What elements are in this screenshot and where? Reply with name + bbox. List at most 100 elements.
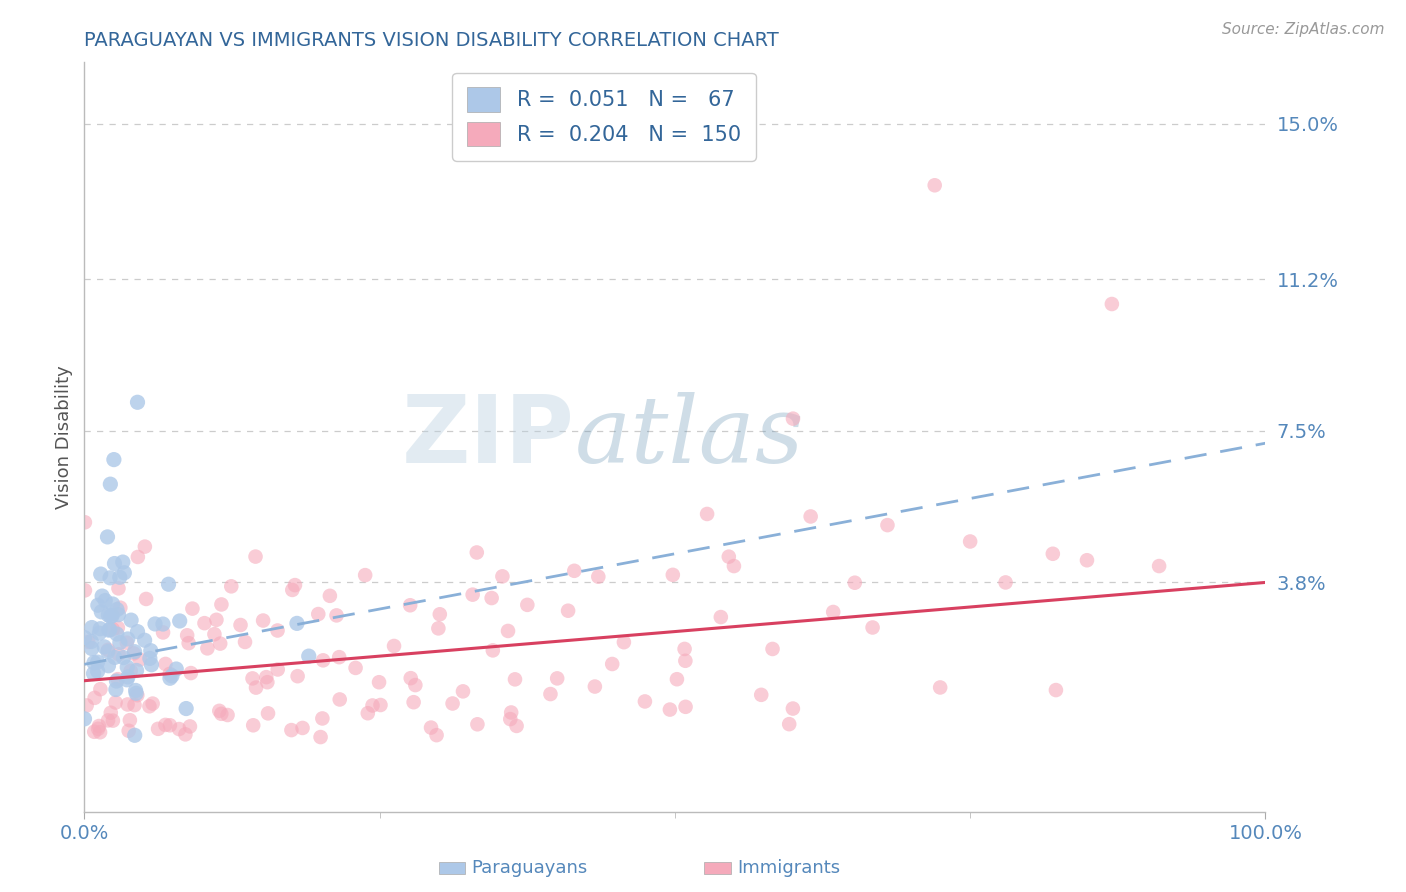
- Point: [111, 555, 134, 569]
- Point: [723, 559, 745, 574]
- Point: [103, 557, 125, 571]
- Point: [309, 730, 332, 744]
- Point: [174, 727, 197, 741]
- Point: [501, 706, 523, 720]
- Point: [98, 477, 121, 491]
- Point: [427, 621, 450, 635]
- Point: [505, 719, 527, 733]
- Point: [1045, 683, 1067, 698]
- Point: [97, 623, 120, 637]
- Point: [155, 718, 177, 732]
- Point: [83, 690, 105, 705]
- Point: [80, 641, 103, 656]
- Point: [107, 672, 129, 686]
- Point: [994, 575, 1017, 590]
- Point: [1042, 547, 1064, 561]
- Point: [134, 633, 156, 648]
- Point: [115, 636, 138, 650]
- Point: [104, 696, 127, 710]
- Point: [118, 723, 141, 738]
- Point: [467, 717, 489, 731]
- Point: [76, 698, 98, 713]
- Point: [97, 658, 120, 673]
- Point: [87, 719, 110, 733]
- Point: [89, 626, 111, 640]
- Point: [429, 607, 451, 622]
- Point: [924, 178, 946, 193]
- Point: [159, 671, 181, 685]
- Point: [823, 605, 845, 619]
- Point: [159, 667, 181, 681]
- Point: [1101, 297, 1123, 311]
- Point: [782, 701, 804, 715]
- Point: [876, 518, 898, 533]
- Point: [197, 641, 219, 656]
- Point: [357, 706, 380, 721]
- Point: [588, 570, 610, 584]
- Point: [117, 698, 139, 712]
- Point: [180, 666, 202, 681]
- Point: [127, 395, 149, 409]
- Point: [105, 673, 128, 688]
- Point: [117, 632, 139, 646]
- Point: [491, 569, 513, 583]
- Point: [382, 639, 405, 653]
- Point: [160, 669, 183, 683]
- Point: [562, 564, 585, 578]
- Point: [361, 698, 384, 713]
- Point: [503, 673, 526, 687]
- Point: [696, 507, 718, 521]
- Point: [108, 635, 131, 649]
- Point: [209, 706, 232, 721]
- Point: [101, 714, 124, 728]
- Point: [73, 631, 96, 645]
- Point: [105, 627, 128, 641]
- Point: [496, 624, 519, 638]
- Point: [280, 723, 302, 737]
- Point: [242, 672, 264, 686]
- Point: [329, 692, 352, 706]
- Point: [73, 583, 96, 598]
- Point: [93, 640, 115, 654]
- Point: [613, 635, 636, 649]
- Point: [929, 681, 952, 695]
- Point: [344, 661, 367, 675]
- Point: [844, 575, 866, 590]
- Point: [229, 618, 252, 632]
- Point: [169, 614, 191, 628]
- Point: [557, 604, 579, 618]
- Point: [179, 719, 201, 733]
- Point: [103, 452, 125, 467]
- Point: [426, 728, 449, 742]
- Point: [311, 711, 333, 725]
- FancyBboxPatch shape: [704, 862, 731, 874]
- Point: [256, 675, 278, 690]
- Point: [204, 627, 226, 641]
- Point: [328, 650, 350, 665]
- Point: [138, 699, 160, 714]
- Point: [80, 634, 103, 648]
- Point: [97, 714, 120, 728]
- Point: [128, 652, 150, 666]
- Point: [110, 600, 132, 615]
- Point: [101, 608, 124, 623]
- Point: [104, 682, 127, 697]
- Point: [127, 688, 149, 702]
- Point: [193, 616, 215, 631]
- Point: [152, 617, 174, 632]
- Point: [399, 671, 422, 685]
- Point: [135, 591, 157, 606]
- Point: [125, 686, 148, 700]
- Point: [208, 704, 231, 718]
- Point: [73, 712, 96, 726]
- Point: [83, 724, 105, 739]
- Point: [98, 571, 121, 585]
- Point: [782, 411, 804, 425]
- Text: Paraguayans: Paraguayans: [471, 859, 588, 877]
- Point: [101, 622, 124, 636]
- Point: [124, 683, 146, 698]
- Point: [287, 669, 309, 683]
- Point: [217, 708, 239, 723]
- Point: [233, 635, 256, 649]
- Point: [139, 643, 162, 657]
